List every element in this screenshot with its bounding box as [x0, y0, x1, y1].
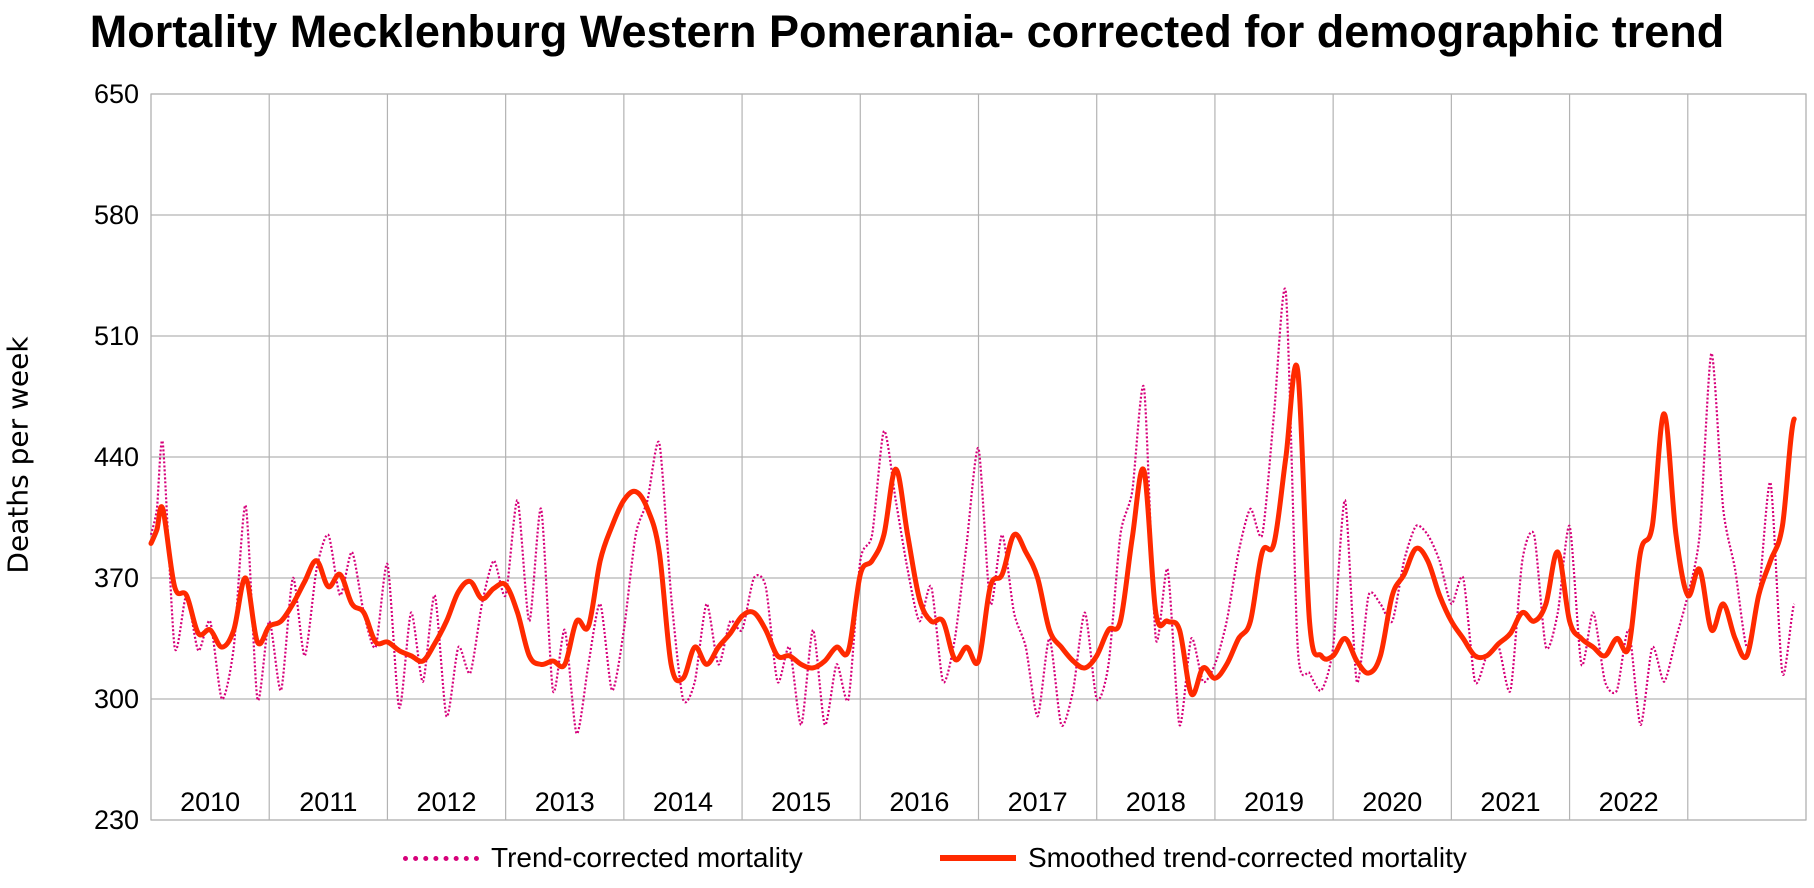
- x-tick-label: 2019: [1244, 787, 1304, 817]
- y-tick-label: 580: [94, 200, 139, 230]
- x-tick-label: 2014: [653, 787, 713, 817]
- grid-lines: [150, 93, 1807, 821]
- x-tick-label: 2018: [1126, 787, 1186, 817]
- legend-label-trend-corrected: Trend-corrected mortality: [491, 842, 803, 873]
- chart-title: Mortality Mecklenburg Western Pomerania-…: [89, 6, 1725, 57]
- x-tick-labels: 2010 2011 2012 2013 2014 2015 2016 2017 2018 2019…: [180, 787, 1659, 817]
- solid-line-swatch-icon: [940, 855, 1016, 861]
- series-line-trend-corrected: [149, 287, 1796, 735]
- plot-frame: [150, 93, 1807, 821]
- x-tick-label: 2012: [416, 787, 476, 817]
- x-tick-label: 2010: [180, 787, 240, 817]
- y-tick-labels: 230 300 370 440 510 580 650: [94, 79, 139, 835]
- y-tick-label: 650: [94, 79, 139, 109]
- x-tick-label: 2017: [1008, 787, 1068, 817]
- x-tick-label: 2016: [889, 787, 949, 817]
- legend-item-trend-corrected: Trend-corrected mortality: [403, 838, 803, 878]
- x-tick-label: 2021: [1480, 787, 1540, 817]
- series-line-smoothed: [148, 362, 1797, 698]
- data-series: [148, 287, 1797, 735]
- x-tick-label: 2022: [1599, 787, 1659, 817]
- y-tick-label: 510: [94, 321, 139, 351]
- y-tick-label: 230: [94, 805, 139, 835]
- y-tick-label: 300: [94, 684, 139, 714]
- legend-label-smoothed: Smoothed trend-corrected mortality: [1028, 842, 1467, 873]
- legend: Trend-corrected mortality Smoothed trend…: [0, 838, 1814, 878]
- dotted-line-swatch-icon: [403, 855, 479, 861]
- y-tick-label: 440: [94, 442, 139, 472]
- y-tick-label: 370: [94, 563, 139, 593]
- x-tick-label: 2011: [299, 787, 357, 817]
- x-tick-label: 2013: [535, 787, 595, 817]
- legend-item-smoothed: Smoothed trend-corrected mortality: [940, 838, 1467, 878]
- x-tick-label: 2020: [1362, 787, 1422, 817]
- x-tick-label: 2015: [771, 787, 831, 817]
